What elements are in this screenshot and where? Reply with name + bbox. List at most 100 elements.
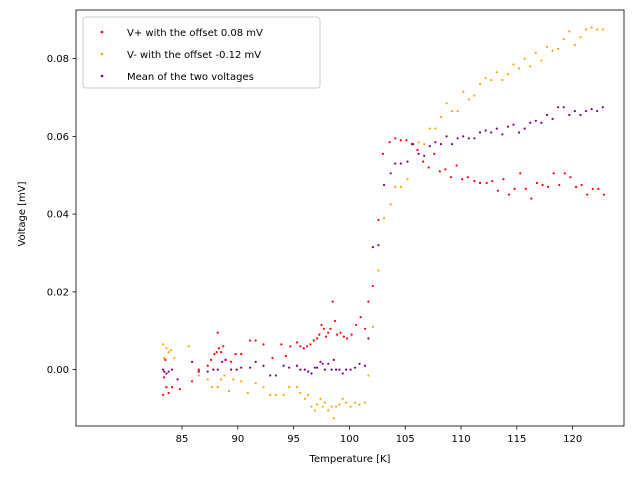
legend-marker <box>100 30 104 34</box>
data-point-series-2 <box>240 366 243 369</box>
data-point-series-1 <box>451 109 454 113</box>
data-point-series-2 <box>462 135 465 138</box>
data-point-series-1 <box>173 356 176 360</box>
data-point-series-1 <box>310 405 313 408</box>
data-point-series-0 <box>167 391 170 395</box>
data-point-series-1 <box>596 28 599 31</box>
data-point-series-0 <box>530 197 533 200</box>
data-point-series-0 <box>346 337 349 340</box>
data-point-series-1 <box>254 382 257 385</box>
data-point-series-0 <box>558 183 561 187</box>
data-point-series-0 <box>394 137 397 140</box>
data-point-series-1 <box>590 26 593 29</box>
data-point-series-0 <box>234 352 237 356</box>
data-point-series-2 <box>332 358 335 362</box>
data-point-series-0 <box>496 189 499 192</box>
data-point-series-2 <box>545 113 549 117</box>
data-point-series-1 <box>307 393 310 396</box>
data-point-series-2 <box>490 131 493 134</box>
data-point-series-1 <box>462 90 465 93</box>
data-point-series-0 <box>299 345 302 348</box>
data-point-series-0 <box>541 183 544 187</box>
data-point-series-1 <box>377 269 380 272</box>
data-point-series-0 <box>422 160 425 163</box>
legend-box <box>82 16 321 89</box>
data-point-series-0 <box>178 387 181 391</box>
x-axis-label: Temperature [K] <box>309 454 391 465</box>
data-point-series-2 <box>235 368 238 371</box>
data-point-series-0 <box>491 179 494 183</box>
data-point-series-1 <box>295 386 299 389</box>
data-point-series-0 <box>377 218 380 222</box>
data-point-series-0 <box>444 168 447 171</box>
data-point-series-0 <box>350 333 353 336</box>
data-point-series-1 <box>197 374 200 377</box>
data-point-series-1 <box>282 393 285 396</box>
data-point-series-0 <box>215 351 218 354</box>
data-point-series-1 <box>187 345 190 348</box>
data-point-series-1 <box>382 216 386 220</box>
data-point-series-2 <box>523 127 526 130</box>
data-point-series-1 <box>332 417 335 420</box>
data-point-series-0 <box>209 358 213 362</box>
data-point-series-0 <box>586 193 589 196</box>
data-point-series-0 <box>547 185 550 188</box>
data-point-series-0 <box>309 343 312 346</box>
legend-entry-label: V- with the offset -0.12 mV <box>127 50 261 61</box>
data-point-series-1 <box>334 405 338 408</box>
data-point-series-0 <box>222 345 225 348</box>
data-point-series-1 <box>223 374 226 377</box>
data-point-series-0 <box>322 327 325 330</box>
data-point-series-1 <box>163 356 166 360</box>
data-point-series-1 <box>534 51 537 54</box>
x-tick-label: 90 <box>231 434 244 445</box>
data-point-series-1 <box>495 71 498 74</box>
data-point-series-1 <box>358 403 361 406</box>
data-point-series-2 <box>334 368 338 371</box>
data-point-series-1 <box>313 409 316 412</box>
data-point-series-0 <box>466 176 469 179</box>
data-point-series-0 <box>165 386 168 389</box>
data-point-series-0 <box>367 300 370 303</box>
data-point-series-1 <box>211 386 214 389</box>
data-point-series-2 <box>579 113 582 117</box>
data-point-series-0 <box>329 327 332 330</box>
data-point-series-2 <box>190 360 194 363</box>
data-point-series-0 <box>597 187 600 190</box>
data-point-series-2 <box>315 366 319 369</box>
data-point-series-1 <box>269 393 272 396</box>
y-tick-label: 0.00 <box>47 365 69 376</box>
data-point-series-2 <box>269 374 272 377</box>
data-point-series-0 <box>461 178 464 181</box>
data-point-series-1 <box>303 397 306 400</box>
data-point-series-2 <box>363 364 367 367</box>
data-point-series-0 <box>355 323 358 327</box>
data-point-series-2 <box>212 368 215 371</box>
data-point-series-1 <box>315 403 319 406</box>
data-point-series-2 <box>467 137 470 140</box>
data-point-series-1 <box>353 401 357 404</box>
data-point-series-0 <box>485 181 488 185</box>
data-point-series-0 <box>216 331 219 334</box>
data-point-series-2 <box>224 358 227 362</box>
data-point-series-1 <box>523 57 526 60</box>
data-point-series-0 <box>327 331 330 334</box>
data-point-series-0 <box>513 187 516 190</box>
data-point-series-2 <box>501 133 504 136</box>
data-point-series-1 <box>389 203 392 206</box>
data-point-series-2 <box>167 370 170 373</box>
data-point-series-2 <box>197 370 200 373</box>
data-point-series-0 <box>339 331 342 334</box>
data-point-series-0 <box>507 193 511 196</box>
data-point-series-1 <box>206 378 209 381</box>
data-point-series-0 <box>405 139 408 142</box>
data-point-series-2 <box>484 129 487 132</box>
data-point-series-2 <box>163 370 166 373</box>
data-point-series-0 <box>478 181 482 185</box>
data-point-series-0 <box>602 193 606 196</box>
data-point-series-2 <box>517 131 521 134</box>
data-point-series-0 <box>416 148 419 152</box>
data-point-series-2 <box>439 143 443 146</box>
y-tick-label: 0.04 <box>47 210 69 221</box>
